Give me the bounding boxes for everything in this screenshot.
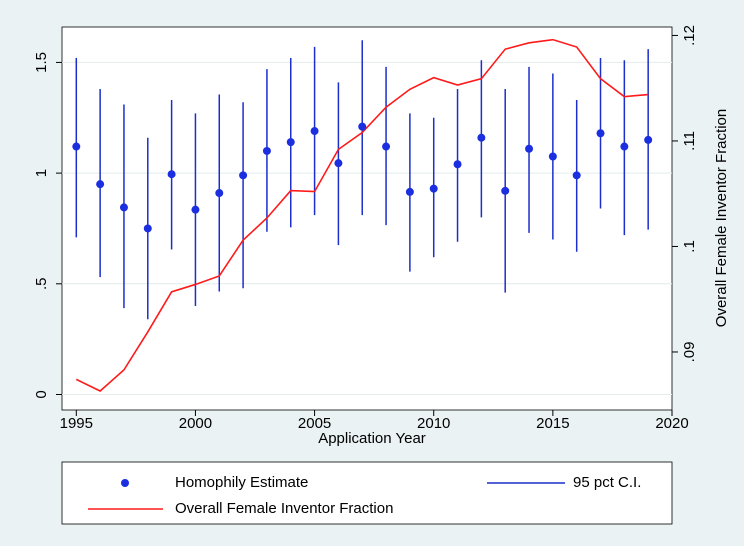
estimate-dot [143,224,152,233]
y-tick-label: 1.5 [33,52,50,73]
y2-tick-label: .12 [681,25,698,46]
y-tick-label: 1 [33,169,50,177]
x-tick-label: 1995 [60,415,93,432]
legend [61,461,673,525]
estimate-dot [501,186,510,195]
x-tick-label: 2000 [179,415,212,432]
estimate-dot [286,138,295,147]
x-tick-label: 2020 [655,415,688,432]
y-tick-label: 0 [33,390,50,398]
legend-label: Overall Female Inventor Fraction [175,500,393,517]
estimate-dot [644,135,653,144]
estimate-dot [548,152,557,161]
y2-tick-label: .11 [681,131,698,151]
y-tick-label: .5 [33,278,50,291]
estimate-dot [620,142,629,151]
legend-marker [121,479,129,487]
estimate-dot [96,180,105,189]
estimate-dot [382,142,391,151]
y2-tick-label: .09 [681,342,698,363]
estimate-dot [334,159,343,168]
estimate-dot [596,129,605,138]
estimate-dot [477,133,486,142]
estimate-dot [525,144,534,153]
x-axis-title: Application Year [318,430,426,447]
estimate-dot [262,146,271,155]
estimate-dot [191,205,200,214]
plot-area [61,26,673,411]
estimate-dot [405,187,414,196]
x-tick-label: 2015 [536,415,569,432]
estimate-dot [72,142,81,151]
legend-label: 95 pct C.I. [573,474,641,491]
legend-label: Homophily Estimate [175,474,308,491]
estimate-dot [453,160,462,169]
estimate-dot [572,171,581,180]
fraction-line [75,38,649,392]
y2-axis-title: Overall Female Inventor Fraction [713,109,730,327]
estimate-dot [215,189,224,198]
x-tick-label: 2005 [298,415,331,432]
x-tick-label: 2010 [417,415,450,432]
estimate-dot [119,203,128,212]
y2-tick-label: .1 [681,240,698,253]
estimate-dot [310,127,319,136]
estimate-dot [358,122,367,131]
estimate-dot [239,171,248,180]
estimate-dot [429,184,438,193]
estimate-dot [167,170,176,179]
